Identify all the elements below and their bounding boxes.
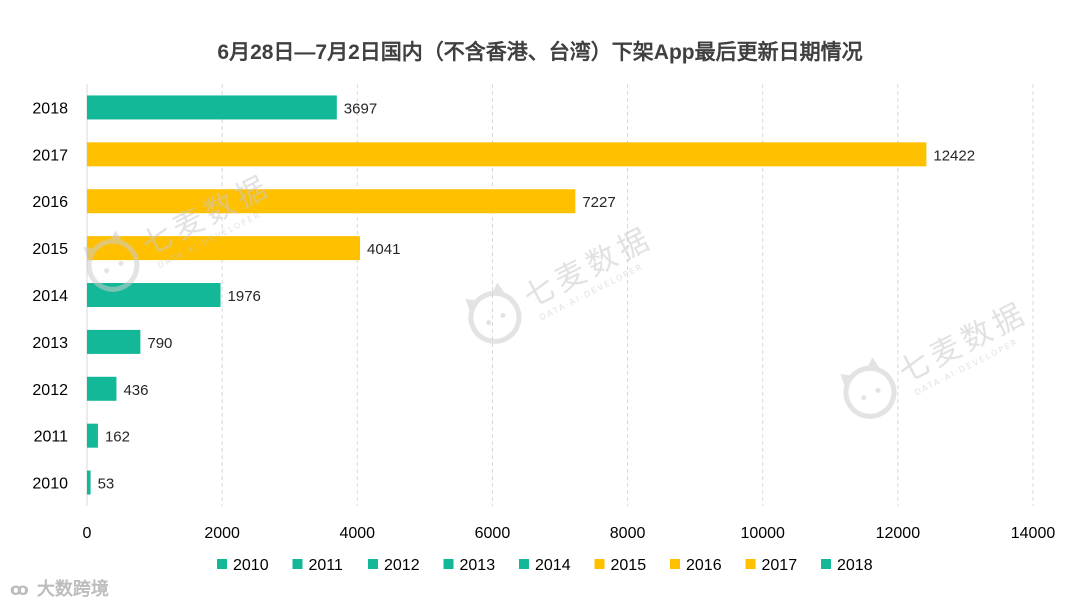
brand-text: 大数跨境	[36, 579, 109, 599]
chart-title: 6月28日—7月2日国内（不含香港、台湾）下架App最后更新日期情况	[217, 41, 863, 64]
legend-item-2014[interactable]: 2014	[519, 557, 571, 574]
data-label: 12422	[933, 147, 975, 164]
legend-swatch	[594, 559, 605, 569]
legend-swatch	[745, 559, 756, 569]
x-tick-label: 14000	[1011, 525, 1056, 542]
bar-2017	[87, 142, 927, 167]
data-label: 7227	[582, 194, 615, 211]
x-tick-label: 0	[83, 525, 92, 542]
cat-face-icon	[83, 230, 140, 292]
x-axis-ticks: 0 2000 4000 6000 8000 10000 12000 14000	[83, 525, 1056, 542]
x-tick-label: 2000	[204, 525, 240, 542]
bar-2018	[87, 95, 337, 120]
legend-item-2010[interactable]: 2010	[217, 557, 269, 574]
category-label: 2012	[32, 382, 68, 399]
cat-face-icon	[465, 282, 522, 344]
category-label: 2014	[32, 288, 68, 305]
legend-label: 2014	[535, 557, 571, 574]
legend-item-2011[interactable]: 2011	[292, 557, 344, 574]
legend[interactable]: 2010 2011 2012 2013 2014 2015 2016 2017 2018	[217, 557, 873, 574]
legend-label: 2012	[384, 557, 420, 574]
legend-swatch	[821, 559, 831, 569]
category-label: 2016	[32, 194, 68, 211]
data-label: 1976	[228, 288, 261, 305]
category-label: 2011	[34, 429, 69, 446]
data-label: 3697	[344, 100, 377, 117]
x-tick-label: 4000	[339, 525, 375, 542]
legend-label: 2016	[686, 557, 722, 574]
legend-label: 2010	[233, 557, 269, 574]
legend-label: 2013	[460, 557, 496, 574]
legend-swatch	[292, 559, 303, 569]
legend-label: 2017	[762, 557, 798, 574]
category-label: 2010	[32, 476, 68, 493]
bar-2012	[87, 376, 117, 401]
legend-swatch	[368, 559, 378, 569]
data-label: 53	[98, 476, 115, 493]
bar-2010	[87, 470, 91, 495]
category-label: 2015	[32, 241, 68, 258]
x-tick-label: 12000	[876, 525, 921, 542]
x-tick-label: 8000	[610, 525, 646, 542]
legend-swatch	[443, 559, 454, 569]
brand-footer: ꝏ 大数跨境	[10, 575, 109, 601]
bar-2016	[87, 189, 576, 214]
cat-face-icon	[840, 357, 897, 419]
legend-label: 2011	[309, 557, 344, 574]
legend-swatch	[519, 559, 529, 569]
category-labels: 2010 2011 2012 2013 2014 2015 2016 2017 2018	[32, 100, 68, 492]
legend-item-2012[interactable]: 2012	[368, 557, 420, 574]
data-labels: 53 162 436 790 1976 4041 7227 12422 3697	[98, 100, 976, 492]
x-tick-label: 6000	[475, 525, 511, 542]
legend-swatch	[670, 559, 680, 569]
bars	[87, 95, 927, 495]
legend-item-2018[interactable]: 2018	[821, 557, 873, 574]
data-label: 4041	[367, 241, 400, 258]
data-label: 436	[123, 382, 148, 399]
data-label: 162	[105, 429, 130, 446]
category-label: 2013	[32, 335, 68, 352]
weibo-logo-icon: ꝏ	[10, 580, 29, 599]
bar-2011	[87, 423, 98, 448]
legend-item-2017[interactable]: 2017	[745, 557, 798, 574]
legend-item-2016[interactable]: 2016	[670, 557, 722, 574]
category-label: 2018	[32, 100, 68, 117]
category-label: 2017	[32, 147, 68, 164]
x-tick-label: 10000	[740, 525, 785, 542]
legend-label: 2018	[837, 557, 873, 574]
legend-item-2015[interactable]: 2015	[594, 557, 647, 574]
legend-swatch	[217, 559, 227, 569]
legend-label: 2015	[611, 557, 647, 574]
legend-item-2013[interactable]: 2013	[443, 557, 496, 574]
bar-2013	[87, 329, 141, 354]
data-label: 790	[147, 335, 172, 352]
